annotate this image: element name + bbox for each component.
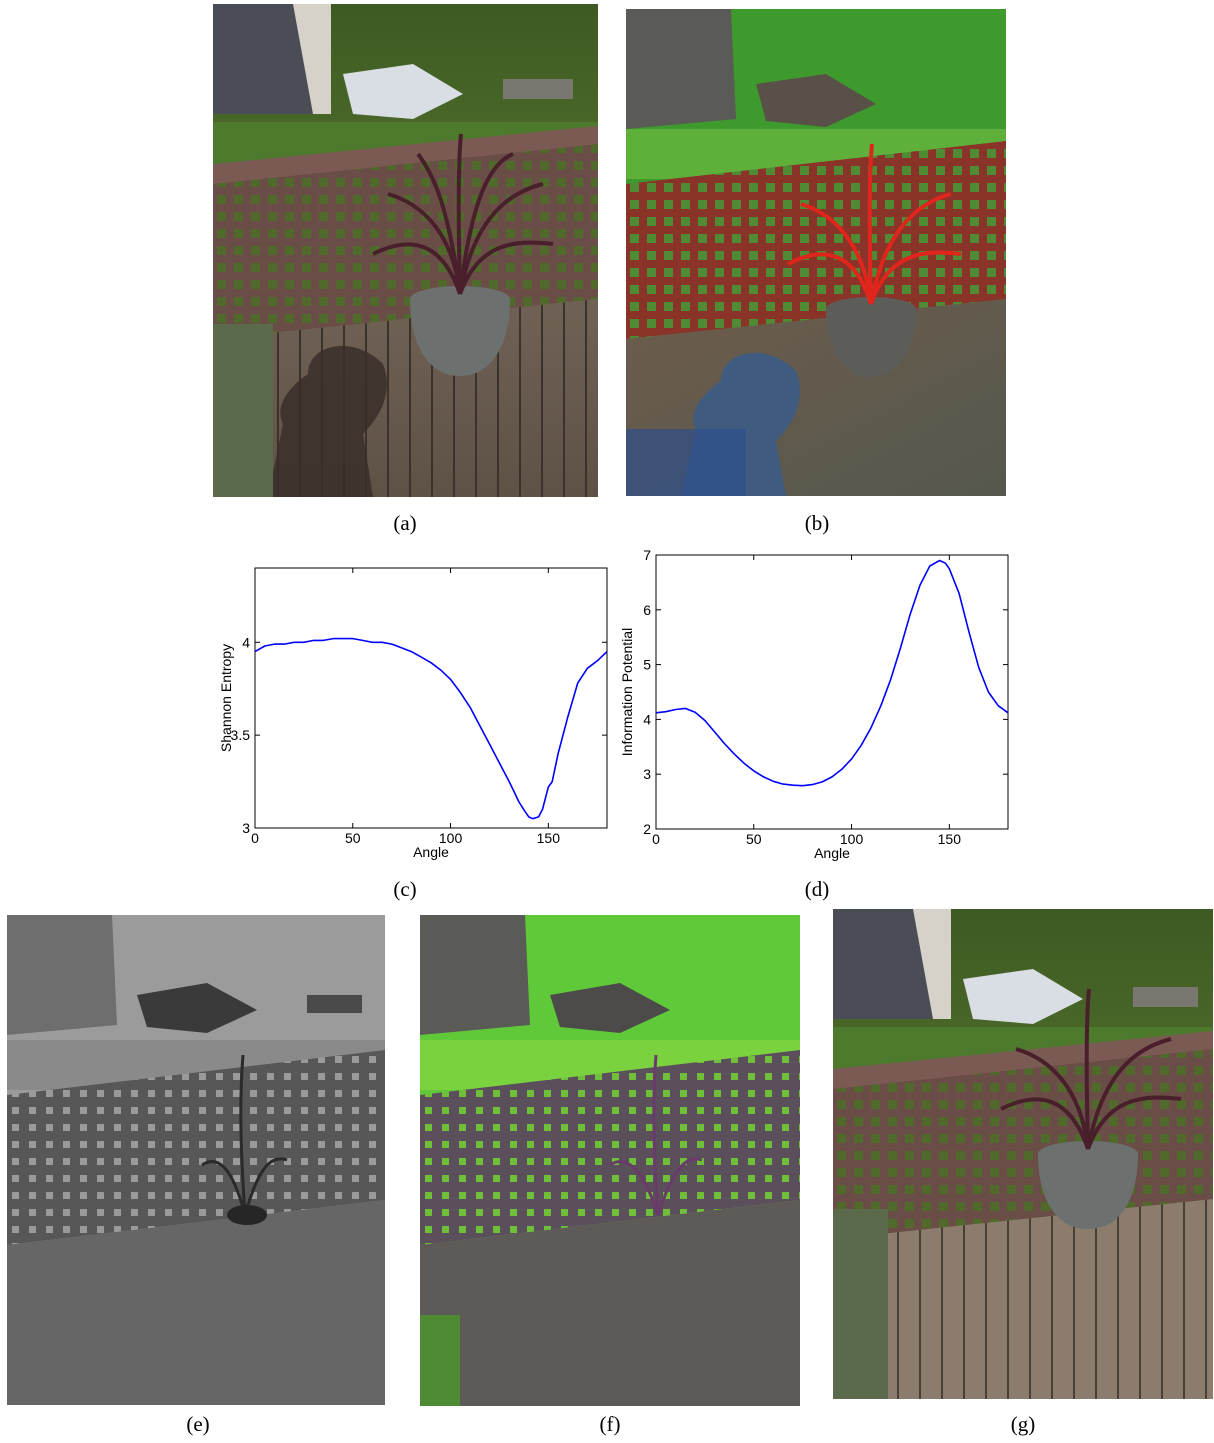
chart-d-ytick-label: 4 bbox=[643, 711, 651, 727]
chart-d-xtick-label: 50 bbox=[746, 831, 762, 847]
caption-a: (a) bbox=[393, 511, 417, 535]
chart-c-series-line bbox=[254, 637, 608, 820]
photo-e-grayscale bbox=[7, 915, 385, 1405]
chart-d-xlabel: Angle bbox=[814, 845, 850, 861]
caption-b: (b) bbox=[804, 511, 830, 535]
chart-d-information-potential: 0 50 100 150 2 3 4 5 6 7 Angle Information Potentia… bbox=[619, 547, 1014, 870]
chart-d-ylabel: Information Potential bbox=[619, 628, 635, 756]
caption-d: (d) bbox=[804, 877, 830, 901]
photo-a-original bbox=[213, 4, 598, 497]
chart-c-xtick-label: 100 bbox=[439, 830, 463, 846]
caption-c: (c) bbox=[393, 877, 417, 901]
chart-d-ytick-label: 7 bbox=[643, 547, 651, 563]
chart-d-xtick-label: 150 bbox=[938, 831, 962, 847]
chart-c-shannon-entropy: 0 50 100 150 3 3.5 4 Angle Shannon Entropy bbox=[210, 560, 608, 870]
chart-c-ytick-label: 3.5 bbox=[231, 727, 251, 743]
photo-g-shadow-free bbox=[833, 909, 1213, 1399]
chart-c-xlabel: Angle bbox=[413, 844, 449, 860]
photo-f-green-purple bbox=[420, 915, 800, 1406]
chart-d-series-line bbox=[655, 559, 1009, 787]
caption-e: (e) bbox=[186, 1412, 210, 1436]
chart-c-xtick-label: 150 bbox=[537, 830, 561, 846]
chart-c-ytick-label: 4 bbox=[242, 634, 250, 650]
chart-d-ytick-label: 2 bbox=[643, 821, 651, 837]
chart-d-xtick-label: 0 bbox=[652, 831, 660, 847]
chart-d-ytick-label: 6 bbox=[643, 602, 651, 618]
chart-d-ytick-label: 3 bbox=[643, 766, 651, 782]
caption-g: (g) bbox=[1010, 1412, 1036, 1436]
chart-d-axes-frame bbox=[655, 554, 1009, 830]
chart-c-xtick-label: 50 bbox=[345, 830, 361, 846]
chart-d-ytick-label: 5 bbox=[643, 657, 651, 673]
chart-d-xtick-label: 100 bbox=[840, 831, 864, 847]
caption-f: (f) bbox=[599, 1412, 621, 1436]
chart-c-ytick-label: 3 bbox=[242, 820, 250, 836]
chart-c-axes-frame bbox=[254, 567, 608, 829]
chart-c-xtick-label: 0 bbox=[251, 830, 259, 846]
photo-b-chromaticity bbox=[626, 9, 1006, 496]
chart-c-ylabel: Shannon Entropy bbox=[218, 644, 234, 752]
